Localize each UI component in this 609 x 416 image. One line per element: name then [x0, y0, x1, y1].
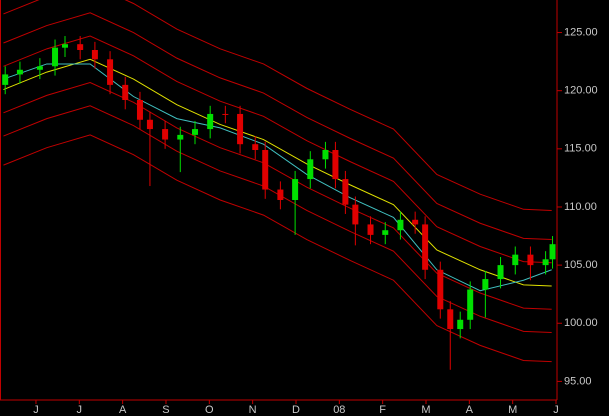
candle-body — [146, 119, 153, 130]
candle-body — [2, 74, 9, 85]
candle-body — [207, 113, 214, 130]
candle-body — [91, 50, 98, 60]
y-tick-label: 120.00 — [564, 85, 598, 97]
candle-body — [52, 47, 59, 67]
candle-body — [277, 189, 284, 200]
y-tick-label: 105.00 — [564, 259, 598, 271]
candle-body — [447, 309, 454, 330]
x-tick-label: M — [421, 404, 430, 416]
candle-body — [397, 219, 404, 231]
x-tick-label: J — [553, 404, 559, 416]
band-line — [3, 35, 552, 264]
candle-body — [322, 150, 329, 160]
x-tick-label: A — [119, 404, 127, 416]
y-tick-label: 115.00 — [564, 143, 597, 155]
candle-body — [512, 254, 519, 266]
plot-area — [2, 0, 556, 370]
candle-body — [122, 84, 129, 100]
x-tick-label: M — [508, 404, 517, 416]
candle-body — [342, 179, 349, 205]
candle-body — [457, 319, 464, 330]
y-tick-label: 110.00 — [564, 201, 597, 213]
y-tick-label: 95.00 — [564, 375, 592, 387]
candle-body — [237, 113, 244, 145]
x-tick-label: J — [77, 404, 83, 416]
candle-body — [177, 134, 184, 140]
candle-body — [162, 129, 169, 140]
candle-body — [497, 265, 504, 280]
band-line — [3, 58, 552, 287]
candle-body — [62, 44, 69, 48]
band-line — [3, 12, 552, 241]
x-tick-label: O — [205, 404, 214, 416]
candle-body — [437, 269, 444, 310]
candle-body — [422, 224, 429, 270]
x-tick-label: 08 — [333, 404, 345, 416]
x-tick-label: F — [379, 404, 386, 416]
candle-body — [252, 144, 259, 150]
x-tick-label: A — [466, 404, 474, 416]
x-tick-label: D — [292, 404, 300, 416]
candle-body — [382, 230, 389, 235]
candle-body — [192, 129, 199, 135]
candle-body — [262, 150, 269, 190]
band-line — [3, 63, 552, 292]
candle-body — [352, 204, 359, 225]
candle-body — [542, 259, 549, 266]
x-tick-label: N — [249, 404, 257, 416]
candle-body — [77, 44, 84, 50]
y-tick-label: 125.00 — [564, 26, 598, 38]
band-line — [3, 134, 552, 363]
band-line — [3, 0, 552, 211]
x-tick-label: S — [162, 404, 169, 416]
candle-body — [482, 279, 489, 290]
candle-body — [412, 219, 419, 225]
candle-body — [136, 100, 143, 120]
candle-body — [222, 113, 229, 115]
candle-body — [527, 254, 534, 266]
candle-body — [292, 179, 299, 200]
candle-body — [107, 59, 114, 85]
candle-body — [467, 289, 474, 320]
x-tick-label: J — [33, 404, 39, 416]
candle-body — [549, 244, 556, 260]
candle-body — [332, 150, 339, 180]
y-tick-label: 100.00 — [564, 317, 598, 329]
candle-body — [16, 69, 23, 75]
candle-body — [307, 159, 314, 180]
candle-body — [36, 66, 43, 70]
candle-body — [367, 224, 374, 235]
